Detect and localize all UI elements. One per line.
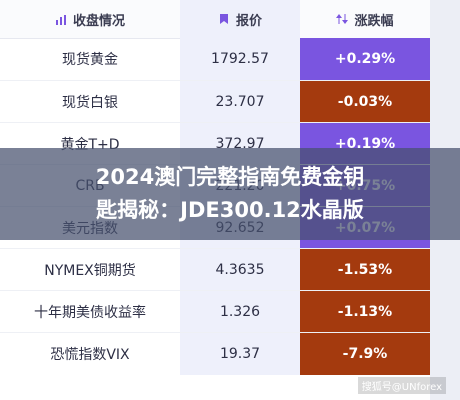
- watermark: 搜狐号@UNforex: [357, 377, 446, 394]
- banner-line1: 2024澳门完整指南免费金钥: [95, 165, 365, 189]
- row-name: 恐慌指数VIX: [50, 347, 130, 363]
- row-name: 十年期美债收益率: [34, 305, 146, 321]
- banner-line2: 匙揭秘：JDE300.12水晶版: [96, 198, 364, 222]
- banner-title: 2024澳门完整指南免费金钥 匙揭秘：JDE300.12水晶版: [0, 148, 460, 227]
- row-name: 现货白银: [62, 95, 118, 111]
- row-change: -1.13%: [300, 291, 430, 333]
- bookmark-icon: [219, 14, 228, 24]
- table-row: 十年期美债收益率 1.326 -1.13%: [0, 290, 430, 333]
- table-row: 现货黄金 1792.57 +0.29%: [0, 38, 430, 80]
- header-col2-label: 报价: [235, 13, 262, 29]
- row-name: NYMEX铜期货: [44, 263, 136, 279]
- row-price: 1.326: [180, 291, 300, 333]
- updown-icon: [336, 14, 349, 24]
- row-price: 23.707: [180, 81, 300, 123]
- row-price: 19.37: [180, 333, 300, 375]
- table-row: 现货白银 23.707 -0.03%: [0, 80, 430, 123]
- table-header: 收盘情况 报价 涨跌幅: [0, 0, 430, 39]
- row-price: 4.3635: [180, 249, 300, 291]
- header-col3-label: 涨跌幅: [354, 13, 394, 29]
- header-close-status: 收盘情况: [0, 10, 180, 29]
- header-col1-label: 收盘情况: [72, 13, 125, 29]
- header-change: 涨跌幅: [300, 0, 430, 38]
- table-row: NYMEX铜期货 4.3635 -1.53%: [0, 248, 430, 291]
- row-name: 现货黄金: [62, 52, 118, 68]
- row-change: +0.29%: [300, 38, 430, 80]
- title-banner: 2024澳门完整指南免费金钥 匙揭秘：JDE300.12水晶版: [0, 148, 460, 240]
- header-price: 报价: [180, 0, 300, 38]
- chart-icon: [55, 14, 66, 25]
- row-price: 1792.57: [180, 38, 300, 80]
- row-change: -1.53%: [300, 249, 430, 291]
- row-change: -0.03%: [300, 81, 430, 123]
- row-change: -7.9%: [300, 333, 430, 375]
- table-row: 恐慌指数VIX 19.37 -7.9%: [0, 332, 430, 375]
